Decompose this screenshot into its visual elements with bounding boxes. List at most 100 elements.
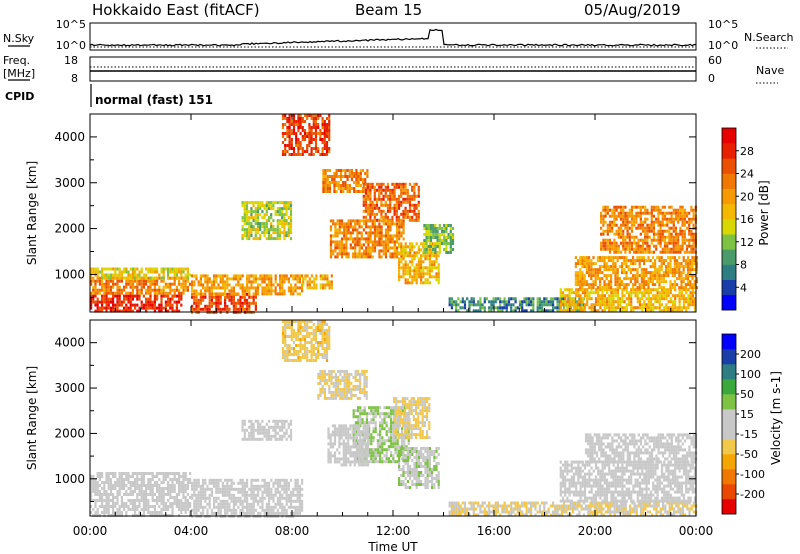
heatmap-cell — [575, 294, 578, 298]
heatmap-cell — [156, 496, 159, 499]
heatmap-cell — [138, 490, 141, 493]
heatmap-cell — [288, 135, 291, 138]
heatmap-cell — [261, 222, 264, 226]
heatmap-cell — [325, 132, 329, 135]
heatmap-cell — [634, 268, 637, 272]
heatmap-cell — [250, 274, 253, 278]
heatmap-cell — [652, 214, 656, 218]
heatmap-cell — [199, 280, 202, 284]
heatmap-cell — [490, 300, 493, 304]
heatmap-cell — [107, 472, 110, 475]
heatmap-cell — [314, 126, 318, 129]
heatmap-cell — [351, 237, 355, 241]
heatmap-cell — [210, 283, 213, 287]
heatmap-cell — [114, 481, 117, 484]
heatmap-cell — [131, 288, 134, 292]
heatmap-cell — [326, 184, 329, 187]
heatmap-cell — [182, 478, 185, 481]
heatmap-cell — [605, 300, 609, 304]
heatmap-cell — [243, 487, 246, 491]
heatmap-cell — [173, 499, 176, 502]
heatmap-cell — [217, 274, 220, 278]
heatmap-cell — [585, 256, 588, 260]
heatmap-cell — [153, 267, 156, 271]
heatmap-cell — [252, 502, 255, 506]
heatmap-cell — [677, 250, 680, 254]
heatmap-cell — [268, 484, 271, 488]
heatmap-cell — [575, 303, 578, 307]
heatmap-cell — [334, 234, 337, 238]
heatmap-cell — [681, 247, 684, 251]
heatmap-cell — [184, 508, 187, 511]
heatmap-cell — [646, 232, 649, 236]
heatmap-cell — [171, 276, 174, 280]
heatmap-cell — [292, 505, 295, 509]
heatmap-cell — [90, 294, 93, 298]
heatmap-cell — [378, 237, 381, 241]
heatmap-cell — [365, 249, 368, 253]
heatmap-cell — [224, 295, 227, 299]
heatmap-cell — [455, 309, 458, 313]
heatmap-cell — [400, 225, 403, 229]
heatmap-cell — [564, 300, 567, 304]
heatmap-cell — [605, 283, 608, 287]
heatmap-cell — [109, 499, 112, 502]
heatmap-cell — [692, 241, 695, 245]
heatmap-cell — [283, 280, 286, 284]
heatmap-cell — [649, 277, 652, 281]
heatmap-cell — [393, 197, 396, 201]
heatmap-cell — [310, 150, 313, 153]
heatmap-cell — [294, 511, 297, 515]
heatmap-cell — [369, 231, 372, 235]
heatmap-cell — [678, 274, 681, 278]
heatmap-cell — [345, 231, 348, 235]
heatmap-cell — [270, 228, 273, 232]
heatmap-cell — [256, 222, 260, 226]
heatmap-cell — [360, 234, 363, 238]
heatmap-cell — [204, 496, 207, 500]
heatmap-cell — [607, 268, 610, 272]
heatmap-cell — [116, 511, 119, 514]
heatmap-cell — [658, 265, 661, 269]
heatmap-cell — [438, 251, 441, 254]
heatmap-cell — [189, 511, 192, 514]
heatmap-cell — [289, 213, 293, 217]
heatmap-cell — [328, 283, 331, 287]
heatmap-cell — [663, 306, 666, 310]
heatmap-cell — [611, 241, 614, 245]
heatmap-cell — [451, 236, 455, 239]
heatmap-cell — [145, 487, 148, 490]
heatmap-cell — [574, 271, 577, 275]
heatmap-cell — [112, 267, 115, 271]
heatmap-cell — [630, 214, 634, 218]
heatmap-cell — [369, 234, 372, 238]
heatmap-cell — [296, 487, 299, 491]
heatmap-cell — [639, 211, 642, 215]
heatmap-cell — [92, 270, 95, 274]
heatmap-cell — [364, 191, 368, 195]
heatmap-cell — [670, 238, 673, 242]
heatmap-cell — [404, 254, 407, 258]
heatmap-cell — [292, 123, 296, 126]
heatmap-cell — [197, 292, 200, 296]
heatmap-cell — [378, 197, 381, 201]
heatmap-cell — [411, 260, 414, 264]
heatmap-cell — [250, 234, 253, 238]
heatmap-cell — [138, 487, 141, 490]
heatmap-cell — [413, 188, 416, 192]
heatmap-cell — [299, 120, 302, 123]
heatmap-cell — [503, 300, 506, 304]
heatmap-cell — [142, 499, 145, 502]
heatmap-cell — [125, 294, 128, 298]
heatmap-cell — [367, 219, 370, 223]
heatmap-cell — [290, 499, 293, 503]
heatmap-cell — [254, 301, 257, 305]
heatmap-cell — [324, 274, 327, 278]
heatmap-cell — [94, 294, 97, 298]
heatmap-cell — [228, 289, 231, 293]
heatmap-cell — [263, 511, 266, 515]
heatmap-cell — [281, 341, 285, 344]
heatmap-cell — [417, 272, 420, 276]
heatmap-cell — [287, 216, 290, 220]
heatmap-cell — [321, 147, 324, 150]
